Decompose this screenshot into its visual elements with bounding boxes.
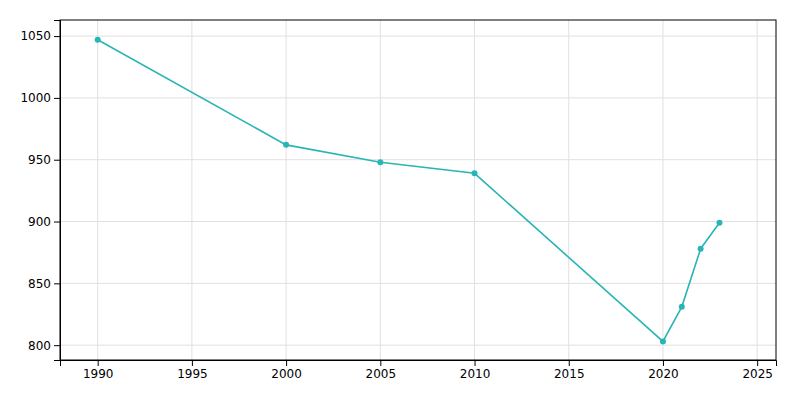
- tick-label: 2000: [271, 367, 302, 381]
- tick: 2020: [648, 360, 679, 381]
- grid-line-x: [191, 20, 192, 360]
- axis-domain: [61, 361, 777, 367]
- tick-mark: [475, 360, 476, 366]
- tick-mark: [569, 360, 570, 366]
- tick-label: 1995: [177, 367, 208, 381]
- tick-label: 850: [28, 277, 51, 291]
- grid-line-y: [60, 97, 776, 98]
- tick: 2000: [271, 360, 302, 381]
- point: [472, 170, 478, 176]
- grid-line-x: [97, 20, 98, 360]
- tick-mark: [663, 360, 664, 366]
- tick: 950: [28, 153, 60, 167]
- tick-label: 950: [28, 153, 51, 167]
- tick-label: 800: [28, 339, 51, 353]
- tick: 1000: [20, 91, 60, 105]
- tick-mark: [54, 345, 60, 346]
- tick-label: 2010: [460, 367, 491, 381]
- grid-line-x: [286, 20, 287, 360]
- tick: 800: [28, 339, 60, 353]
- grid-line-x: [568, 20, 569, 360]
- axis-domain: [54, 21, 61, 361]
- chart: 1990 1995 2000 2005 2010 2015 2020 2025 800 850 90…: [0, 0, 800, 400]
- tick: 2015: [554, 360, 585, 381]
- tick: 850: [28, 277, 60, 291]
- grid-line-y: [60, 283, 776, 284]
- tick-mark: [757, 360, 758, 366]
- grid-line-x: [662, 20, 663, 360]
- point: [660, 338, 666, 344]
- point: [283, 142, 289, 148]
- point: [698, 246, 704, 252]
- tick-mark: [54, 160, 60, 161]
- tick-label: 2005: [366, 367, 397, 381]
- grid-line-y: [60, 345, 776, 346]
- line: [98, 40, 720, 342]
- tick: 900: [28, 215, 60, 229]
- point: [377, 159, 383, 165]
- tick-label: 2025: [742, 367, 773, 381]
- tick-label: 1990: [83, 367, 114, 381]
- plot-frame: [60, 20, 776, 360]
- point: [716, 220, 722, 226]
- grid-line-x: [757, 20, 758, 360]
- x-axis: 1990 1995 2000 2005 2010 2015 2020 2025: [61, 360, 777, 381]
- tick-mark: [54, 36, 60, 37]
- tick: 1050: [20, 29, 60, 43]
- tick-mark: [54, 283, 60, 284]
- grid-line-y: [60, 159, 776, 160]
- tick: 1995: [177, 360, 208, 381]
- grid-line-x: [380, 20, 381, 360]
- tick-label: 1050: [20, 29, 51, 43]
- tick-label: 2015: [554, 367, 585, 381]
- tick: 2025: [742, 360, 773, 381]
- point: [679, 304, 685, 310]
- tick: 1990: [83, 360, 114, 381]
- tick-mark: [98, 360, 99, 366]
- grid-line-x: [474, 20, 475, 360]
- y-axis: 800 850 900 950 1000 1050: [20, 21, 60, 361]
- tick-mark: [54, 98, 60, 99]
- grid-line-y: [60, 36, 776, 37]
- tick-mark: [286, 360, 287, 366]
- grid-line-y: [60, 221, 776, 222]
- tick-mark: [54, 222, 60, 223]
- tick-label: 2020: [648, 367, 679, 381]
- tick-mark: [192, 360, 193, 366]
- tick-label: 900: [28, 215, 51, 229]
- grid: [60, 20, 776, 360]
- tick-mark: [380, 360, 381, 366]
- tick: 2005: [366, 360, 397, 381]
- tick-label: 1000: [20, 91, 51, 105]
- point: [95, 37, 101, 43]
- tick: 2010: [460, 360, 491, 381]
- plot-area: [95, 37, 723, 345]
